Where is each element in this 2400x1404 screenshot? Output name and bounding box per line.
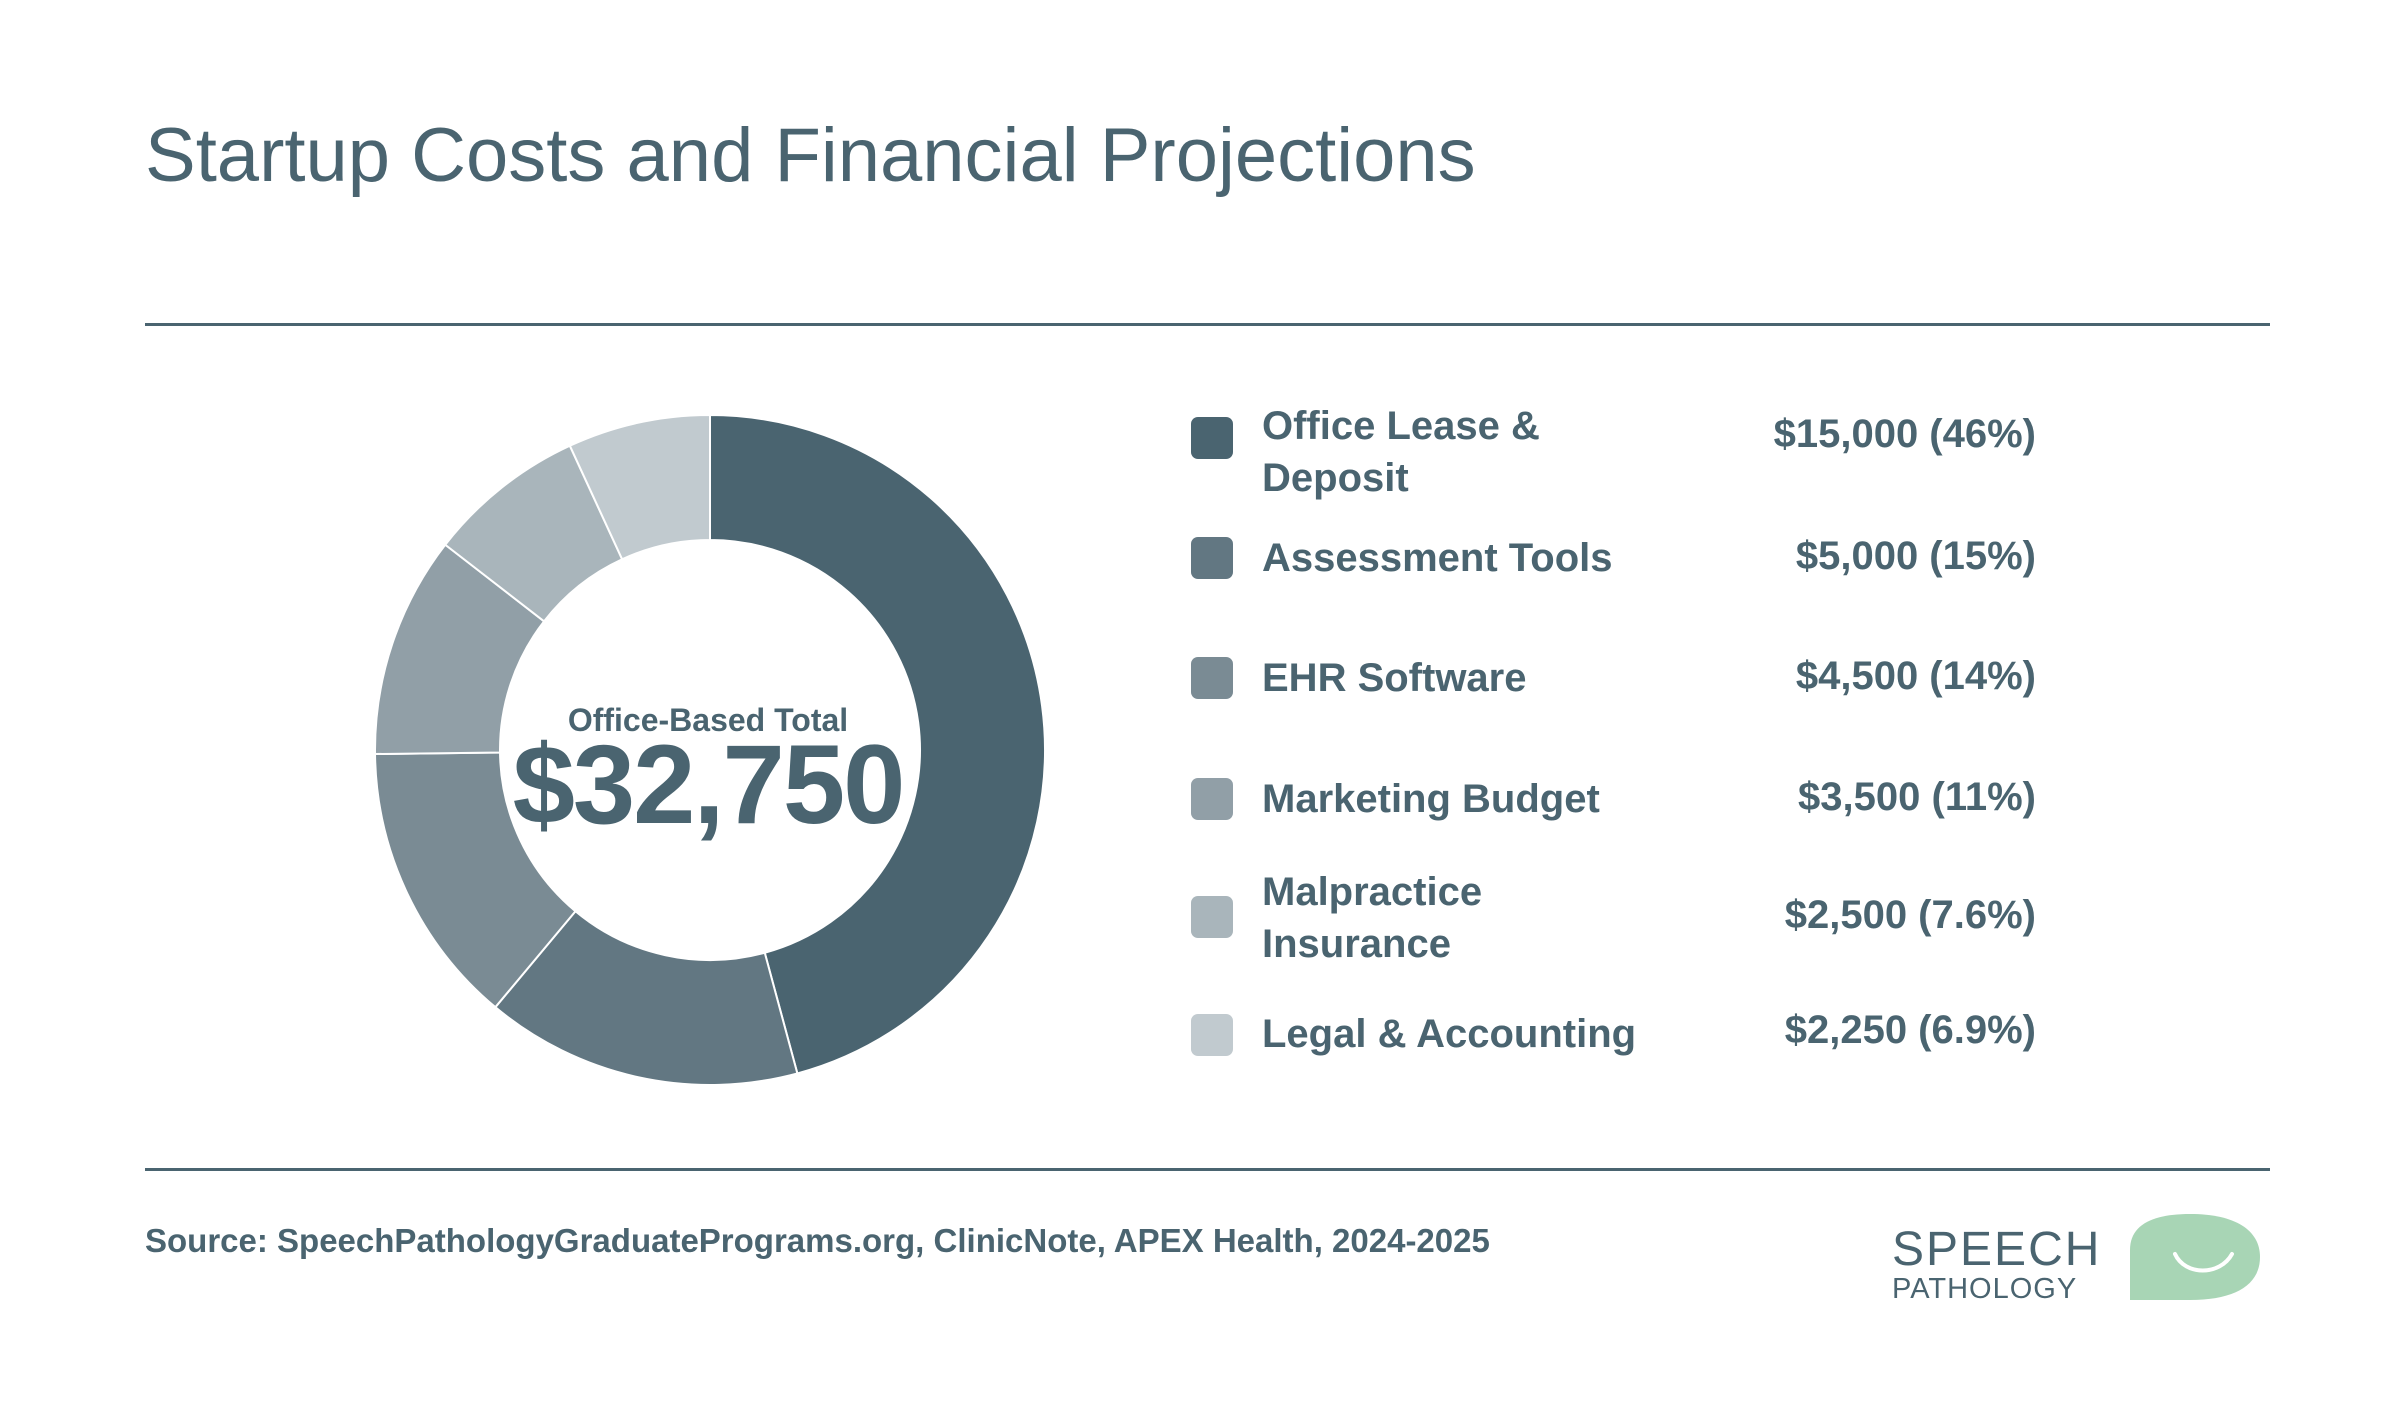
legend-item: Legal & Accounting $2,250 (6.9%) <box>1190 1008 2050 1060</box>
logo-text-speech: SPEECH <box>1892 1223 2101 1276</box>
legend-label: EHR Software <box>1262 656 1527 700</box>
legend-label: Legal & Accounting <box>1262 1012 1637 1056</box>
donut-center-label: Office-Based Total <box>567 702 849 738</box>
legend-item: Marketing Budget $3,500 (11%) <box>1190 773 2050 825</box>
legend-value: $15,000 (46%) <box>1773 412 2036 456</box>
page-title: Startup Costs and Financial Projections <box>145 113 1476 198</box>
donut-center-value: $32,750 <box>512 722 906 847</box>
legend-label: Office Lease & Deposit <box>1262 404 1540 500</box>
bottom-divider <box>145 1168 2270 1171</box>
legend-value: $3,500 (11%) <box>1798 775 2036 819</box>
legend-swatch <box>1191 778 1233 820</box>
legend-value: $4,500 (14%) <box>1795 654 2036 698</box>
source-note: Source: SpeechPathologyGraduatePrograms.… <box>145 1222 1490 1259</box>
legend-swatch <box>1191 657 1233 699</box>
chart-legend: Office Lease & Deposit $15,000 (46%) Ass… <box>1190 0 2050 1404</box>
legend-swatch <box>1191 1014 1233 1056</box>
legend-label: Assessment Tools <box>1262 536 1613 580</box>
donut-slices <box>374 413 1046 1086</box>
donut-slice <box>568 413 711 561</box>
legend-item: Office Lease & Deposit $15,000 (46%) <box>1190 400 2050 500</box>
legend-swatch <box>1191 896 1233 938</box>
speech-bubble-icon <box>2130 1214 2260 1300</box>
donut-slice <box>709 413 1046 1075</box>
legend-swatch <box>1191 417 1233 459</box>
legend-label: Marketing Budget <box>1262 777 1600 821</box>
legend-value: $2,250 (6.9%) <box>1784 1008 2036 1052</box>
speech-pathology-logo: SPEECH PATHOLOGY <box>1892 1214 2260 1305</box>
donut-slice <box>493 909 799 1086</box>
legend-label: Malpractice Insurance <box>1262 870 1483 966</box>
logo-text-pathology: PATHOLOGY <box>1892 1273 2077 1305</box>
donut-chart <box>374 413 1046 1086</box>
legend-item: Assessment Tools $5,000 (15%) <box>1190 532 2050 584</box>
top-divider <box>145 323 2270 326</box>
legend-value: $5,000 (15%) <box>1795 534 2036 578</box>
legend-item: Malpractice Insurance $2,500 (7.6%) <box>1190 866 2050 970</box>
legend-value: $2,500 (7.6%) <box>1784 893 2036 937</box>
legend-item: EHR Software $4,500 (14%) <box>1190 652 2050 704</box>
legend-swatch <box>1191 537 1233 579</box>
